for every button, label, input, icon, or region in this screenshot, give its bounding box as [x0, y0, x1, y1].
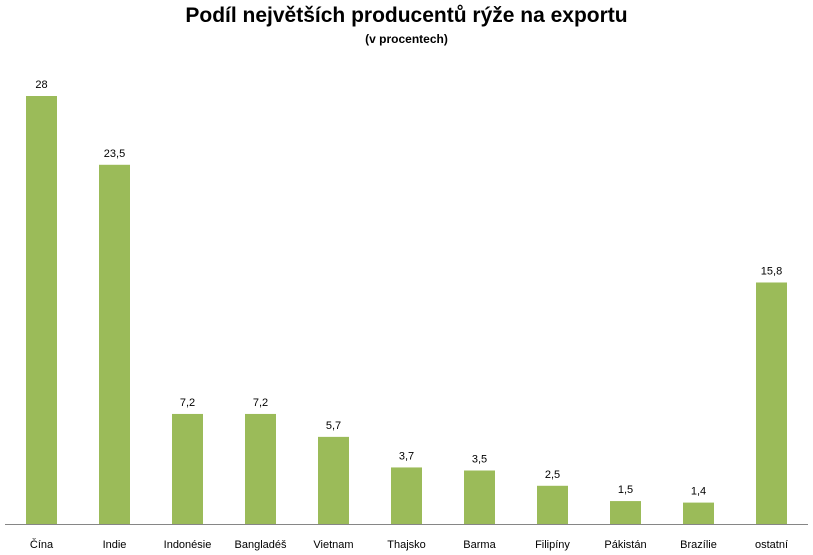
- x-tick-label: Čína: [30, 538, 54, 551]
- x-tick-label: Indie: [103, 539, 127, 551]
- bar: [99, 164, 130, 525]
- bar: [26, 96, 57, 524]
- data-label: 2,5: [545, 469, 560, 481]
- x-tick-label: Thajsko: [387, 539, 426, 551]
- bar: [391, 467, 422, 524]
- data-label: 5,7: [326, 420, 341, 432]
- bar: [756, 282, 787, 524]
- data-label: 7,2: [180, 397, 195, 409]
- data-label: 15,8: [761, 265, 782, 277]
- x-tick-label: Vietnam: [313, 539, 353, 551]
- chart-title: Podíl největších producentů rýže na expo…: [185, 4, 628, 27]
- bar: [172, 413, 203, 524]
- x-tick-label: Filipíny: [535, 539, 570, 551]
- data-label: 3,5: [472, 454, 487, 466]
- bar: [683, 502, 714, 524]
- x-tick-label: Pákistán: [604, 539, 646, 551]
- bar: [318, 436, 349, 524]
- data-label: 23,5: [104, 148, 125, 160]
- x-tick-label: Indonésie: [164, 539, 212, 551]
- bar: [245, 413, 276, 524]
- data-label: 1,4: [691, 486, 706, 498]
- x-tick-label: Bangladéš: [235, 539, 287, 551]
- bar: [537, 485, 568, 524]
- bar: [464, 470, 495, 524]
- x-tick-label: Barma: [463, 539, 496, 551]
- x-tick-label: Brazílie: [680, 539, 717, 551]
- data-label: 28: [35, 79, 47, 91]
- data-label: 7,2: [253, 397, 268, 409]
- data-label: 3,7: [399, 450, 414, 462]
- bar: [610, 501, 641, 524]
- data-label: 1,5: [618, 484, 633, 496]
- chart-subtitle: (v procentech): [365, 32, 448, 46]
- x-tick-label: ostatní: [755, 539, 788, 551]
